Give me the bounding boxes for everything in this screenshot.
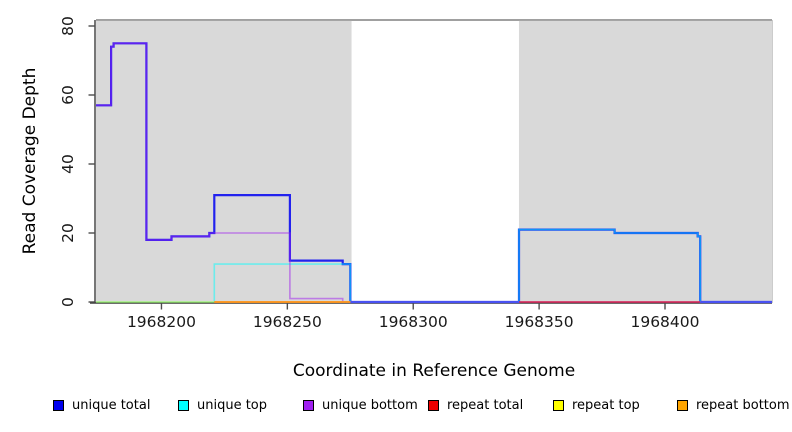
y-tick-label: 20 [59, 223, 77, 243]
y-axis-title: Read Coverage Depth [20, 67, 40, 255]
y-tick-label: 60 [59, 85, 77, 105]
x-tick-label: 1968200 [126, 313, 196, 331]
x-tick-label: 1968300 [378, 313, 448, 331]
y-tick-label: 80 [59, 16, 77, 36]
x-tick-label: 1968400 [630, 313, 700, 331]
y-tick-label: 0 [59, 297, 77, 307]
shaded-region [518, 20, 772, 304]
x-tick-label: 1968250 [252, 313, 322, 331]
x-axis-title: Coordinate in Reference Genome [292, 361, 576, 381]
x-tick-label: 1968350 [504, 313, 574, 331]
shaded-region [96, 20, 352, 304]
y-tick-label: 40 [59, 154, 77, 174]
series-unique-top-line [96, 228, 772, 303]
series-unique-bottom-line [96, 42, 772, 303]
